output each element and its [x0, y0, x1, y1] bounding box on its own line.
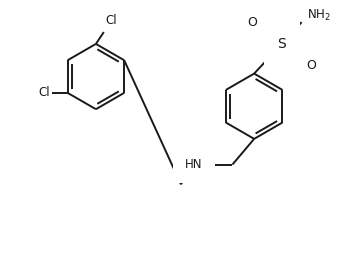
- Text: O: O: [307, 59, 316, 72]
- Text: O: O: [247, 16, 257, 29]
- Text: Cl: Cl: [38, 86, 50, 99]
- Text: Cl: Cl: [106, 14, 117, 27]
- Text: S: S: [277, 37, 286, 51]
- Text: NH$_2$: NH$_2$: [307, 8, 330, 23]
- Text: HN: HN: [185, 158, 203, 171]
